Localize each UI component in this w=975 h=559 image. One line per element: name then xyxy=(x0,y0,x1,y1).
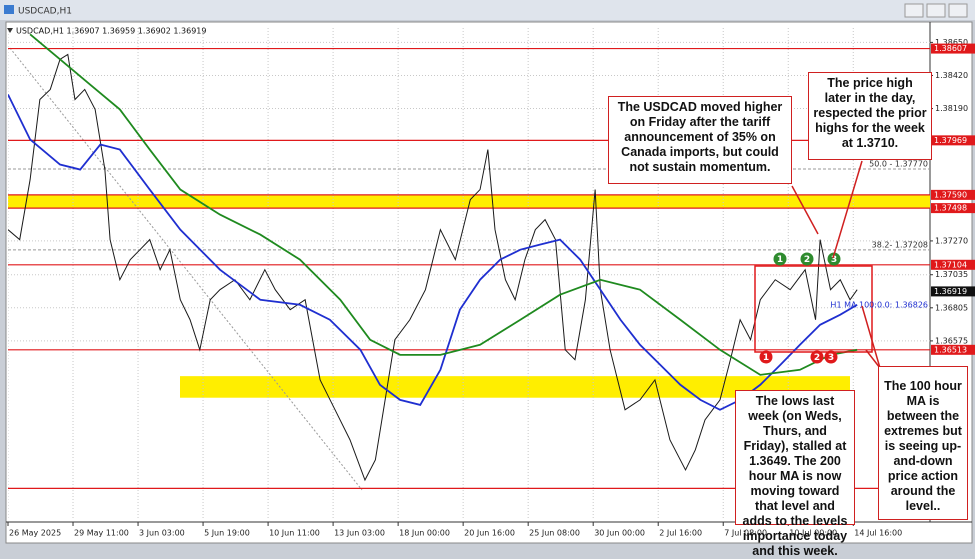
level-tag xyxy=(931,135,975,146)
y-tick-label: 1.38190 xyxy=(935,104,968,113)
marker xyxy=(800,252,814,266)
marker-label: 3 xyxy=(831,255,837,265)
marker xyxy=(773,252,787,266)
close-button[interactable] xyxy=(948,3,968,18)
marker xyxy=(810,350,824,364)
x-tick-label: 20 Jun 16:00 xyxy=(464,529,515,538)
marker xyxy=(759,350,773,364)
x-tick-label: 7 Jul 08:00 xyxy=(724,529,767,538)
y-tick-label: 1.37035 xyxy=(935,270,968,279)
annotation: The 100 hour MA is between the extremes … xyxy=(878,366,968,520)
zone xyxy=(8,194,930,209)
level-label: 1.37590 xyxy=(934,190,967,199)
level-tag xyxy=(931,259,975,270)
y-tick-label: 1.36805 xyxy=(935,303,968,312)
window-title: USDCAD,H1 xyxy=(18,7,72,17)
marker-label: 3 xyxy=(828,353,834,363)
fib-label: 38.2- 1.37208 xyxy=(872,240,928,249)
annotation: The price high later in the day, respect… xyxy=(808,72,932,160)
arrow xyxy=(861,305,881,369)
zone xyxy=(180,376,850,398)
x-tick-label: 18 Jun 00:00 xyxy=(399,529,450,538)
header-icon xyxy=(7,28,13,33)
x-tick-label: 2 Jul 16:00 xyxy=(659,529,702,538)
x-tick-label: 3 Jun 03:00 xyxy=(139,529,185,538)
title-bar xyxy=(0,0,975,20)
marker-label: 2 xyxy=(804,255,810,265)
level-label: 1.37498 xyxy=(934,204,967,213)
arrows xyxy=(791,160,881,369)
level-tag xyxy=(931,344,975,355)
window-icon xyxy=(4,5,14,14)
arrow xyxy=(832,160,863,259)
level-tag xyxy=(931,43,975,54)
fib-label: 50.0 - 1.37770 xyxy=(869,159,928,168)
x-tick-label: 29 May 11:00 xyxy=(74,529,129,538)
annotation: The lows last week (on Weds, Thurs, and … xyxy=(735,390,855,558)
x-tick-label: 10 Jun 11:00 xyxy=(269,529,320,538)
series-line xyxy=(8,53,858,482)
level-label: 1.36513 xyxy=(934,345,967,354)
level-label: 1.38607 xyxy=(934,44,967,53)
series-line xyxy=(29,33,858,376)
level-tag xyxy=(931,189,975,200)
marker-label: 1 xyxy=(777,255,783,265)
y-tick-label: 1.36575 xyxy=(935,336,968,345)
x-tick-label: 14 Jul 16:00 xyxy=(854,529,902,538)
arrow xyxy=(791,185,819,235)
x-tick-label: 5 Jun 19:00 xyxy=(204,529,250,538)
minimize-button[interactable] xyxy=(904,3,924,18)
level-tag xyxy=(931,203,975,214)
window-buttons[interactable] xyxy=(904,3,968,18)
marker xyxy=(827,252,841,266)
x-tick-label: 26 May 2025 xyxy=(9,529,61,538)
level-label: 1.37104 xyxy=(934,260,967,269)
y-tick-label: 1.37270 xyxy=(935,236,968,245)
chart-header: USDCAD,H1 1.36907 1.36959 1.36902 1.3691… xyxy=(16,27,206,36)
x-tick-label: 10 Jul 00:00 xyxy=(789,529,837,538)
maximize-button[interactable] xyxy=(926,3,946,18)
current-price-tag xyxy=(931,286,975,297)
annotation: The USDCAD moved higher on Friday after … xyxy=(608,96,792,184)
level-label: 1.37969 xyxy=(934,136,967,145)
marker-label: 1 xyxy=(763,353,769,363)
y-tick-label: 1.38650 xyxy=(935,38,968,47)
x-tick-label: 30 Jun 00:00 xyxy=(594,529,645,538)
x-tick-label: 13 Jun 03:00 xyxy=(334,529,385,538)
marker xyxy=(824,350,838,364)
arrow xyxy=(865,349,881,369)
marker-label: 2 xyxy=(814,353,820,363)
y-tick-label: 1.38420 xyxy=(935,71,968,80)
ma-label: H1 MA 100:0.0: 1.36826 xyxy=(830,300,928,309)
x-tick-label: 25 Jun 08:00 xyxy=(529,529,580,538)
current-price-label: 1.36919 xyxy=(934,287,967,296)
